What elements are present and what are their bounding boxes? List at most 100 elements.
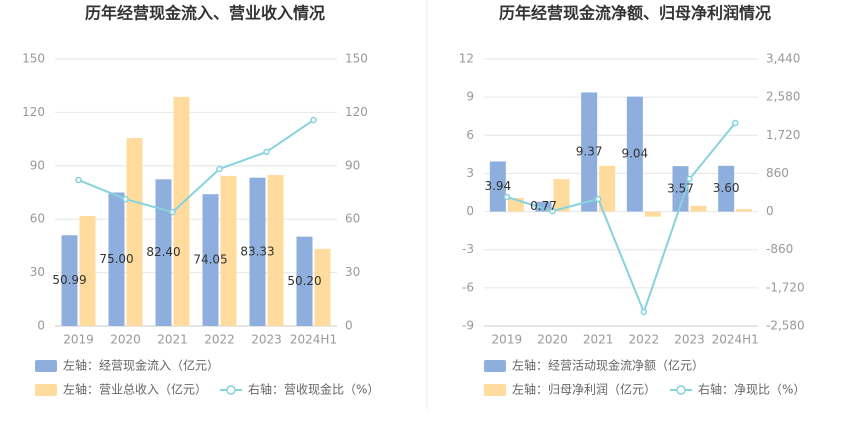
bar (296, 236, 313, 326)
legend-swatch (226, 385, 236, 395)
bar (126, 138, 143, 326)
legend-swatch (35, 384, 57, 396)
chart-title: 历年经营现金流净额、归母净利润情况 (499, 4, 771, 23)
y-tick-label: 12 (459, 52, 474, 66)
data-label: 3.94 (484, 179, 511, 193)
x-tick-label: 2020 (537, 333, 568, 347)
bar (267, 175, 284, 326)
bar (599, 165, 616, 212)
x-tick-label: 2021 (157, 333, 188, 347)
data-label: 74.05 (193, 253, 227, 267)
line-point (503, 193, 511, 201)
bar (173, 96, 190, 326)
x-tick-label: 2024H1 (712, 333, 759, 347)
bar (489, 161, 506, 212)
y2-tick-label: 120 (345, 105, 368, 119)
x-tick-label: 2019 (492, 333, 523, 347)
bar (108, 192, 125, 326)
y2-tick-label: 0 (766, 204, 774, 218)
line-point (310, 116, 317, 124)
legend-swatch (484, 360, 506, 372)
data-label: 50.99 (52, 273, 86, 287)
y-tick-label: 150 (22, 52, 45, 66)
bar (736, 209, 753, 212)
y-tick-label: 30 (30, 265, 45, 279)
bar (61, 235, 78, 326)
line-point (640, 308, 648, 316)
legend-label: 右轴：营收现金比（%） (248, 382, 379, 397)
y-tick-label: -3 (462, 242, 474, 256)
y2-tick-label: -1,720 (766, 280, 805, 294)
legend-label: 左轴：营业总收入（亿元） (63, 382, 207, 397)
data-label: 3.60 (713, 181, 740, 195)
y-tick-label: 6 (466, 128, 474, 142)
x-tick-label: 2023 (251, 333, 282, 347)
data-label: 9.04 (621, 147, 648, 161)
y-tick-label: 120 (22, 105, 45, 119)
y-tick-label: 3 (466, 166, 474, 180)
line-point (594, 195, 602, 203)
x-tick-label: 2021 (583, 333, 614, 347)
bar (79, 215, 96, 326)
x-tick-label: 2023 (674, 333, 705, 347)
data-label: 82.40 (146, 245, 180, 259)
legend-label: 左轴：经营现金流入（亿元） (63, 358, 219, 373)
bar (626, 96, 643, 212)
x-tick-label: 2019 (63, 333, 94, 347)
x-tick-label: 2022 (629, 333, 660, 347)
y2-tick-label: -2,580 (766, 319, 805, 333)
data-label: 50.20 (287, 274, 321, 288)
x-tick-label: 2024H1 (290, 333, 337, 347)
data-label: 0.77 (530, 199, 557, 213)
y2-tick-label: 3,440 (766, 52, 800, 66)
line-point (263, 148, 270, 156)
y2-tick-label: -860 (766, 242, 793, 256)
y2-tick-label: 60 (345, 212, 360, 226)
bar (155, 179, 172, 326)
line (78, 119, 315, 214)
legend-label: 左轴：经营活动现金流净额（亿元） (512, 358, 704, 373)
bar (202, 194, 219, 326)
x-tick-label: 2022 (204, 333, 235, 347)
y2-tick-label: 0 (345, 319, 353, 333)
line-point (75, 176, 82, 184)
data-label: 75.00 (99, 252, 133, 266)
x-tick-label: 2020 (110, 333, 141, 347)
data-label: 83.33 (240, 244, 274, 258)
y2-tick-label: 2,580 (766, 90, 800, 104)
legend-swatch (676, 385, 686, 395)
y2-tick-label: 90 (345, 158, 360, 172)
bar (581, 92, 598, 212)
legend-label: 左轴：归母净利润（亿元） (512, 382, 656, 397)
y-tick-label: 9 (466, 90, 474, 104)
line-point (731, 119, 739, 127)
line-point (549, 207, 556, 215)
chart-title: 历年经营现金流入、营业收入情况 (85, 4, 325, 23)
bar (644, 211, 661, 217)
legend-swatch (484, 384, 506, 396)
y-tick-label: 60 (30, 212, 45, 226)
line-point (686, 175, 693, 183)
y-tick-label: 0 (37, 319, 45, 333)
bar (553, 179, 570, 212)
bar (718, 165, 735, 212)
y-tick-label: -9 (462, 319, 474, 333)
y2-tick-label: 30 (345, 265, 360, 279)
bar (249, 177, 266, 326)
legend-swatch (35, 360, 57, 372)
bar (690, 205, 707, 212)
data-label: 9.37 (576, 145, 603, 159)
bar (314, 248, 331, 326)
line-point (216, 165, 223, 173)
line-point (169, 208, 176, 216)
data-label: 3.57 (667, 181, 694, 195)
bar (672, 166, 689, 212)
line-point (122, 195, 129, 203)
y-tick-label: -6 (462, 280, 474, 294)
y2-tick-label: 150 (345, 52, 368, 66)
y2-tick-label: 860 (766, 166, 789, 180)
bar (535, 201, 552, 212)
bar (220, 175, 237, 326)
line (506, 122, 736, 315)
